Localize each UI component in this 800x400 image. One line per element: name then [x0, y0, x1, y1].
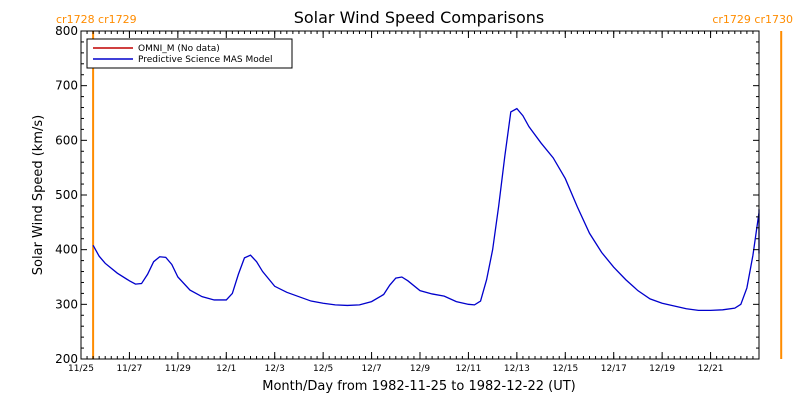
legend: OMNI_M (No data)Predictive Science MAS M…	[86, 38, 293, 69]
plot-area	[92, 31, 783, 359]
x-tick-label: 12/21	[698, 364, 724, 374]
x-tick-label: 12/11	[455, 364, 481, 374]
x-tick-label: 12/17	[601, 364, 627, 374]
x-tick-label: 12/1	[216, 364, 236, 374]
y-tick-label: 500	[55, 188, 78, 202]
legend-entry-label: Predictive Science MAS Model	[138, 55, 273, 65]
chart-title: Solar Wind Speed Comparisons	[294, 8, 545, 27]
x-tick-label: 12/15	[552, 364, 578, 374]
y-axis-label: Solar Wind Speed (km/s)	[31, 115, 46, 275]
y-tick-label: 400	[55, 243, 78, 257]
x-tick-label: 12/13	[504, 364, 530, 374]
x-tick-label: 12/19	[649, 364, 675, 374]
carrington-label-left: cr1728 cr1729	[56, 13, 137, 26]
y-tick-label: 600	[55, 133, 78, 147]
y-tick-label: 300	[55, 297, 78, 311]
x-axis: 11/25 11/27 11/29 12/1 12/3 12/5 12/7 12/9 12/11…	[68, 31, 760, 374]
x-tick-label: 11/29	[165, 364, 191, 374]
plot-frame	[80, 30, 760, 360]
x-tick-label: 11/25	[68, 364, 94, 374]
y-tick-label: 800	[55, 24, 78, 38]
x-tick-label: 12/9	[410, 364, 430, 374]
series-line-mas-model	[92, 107, 760, 311]
x-tick-label: 12/5	[313, 364, 333, 374]
y-axis: 200 300 400 500 600 700 800	[55, 24, 759, 366]
x-tick-label: 12/3	[265, 364, 285, 374]
y-tick-label: 700	[55, 79, 78, 93]
legend-entry-label: OMNI_M (No data)	[138, 44, 220, 54]
x-axis-label: Month/Day from 1982-11-25 to 1982-12-22 …	[262, 379, 575, 394]
carrington-label-right: cr1729 cr1730	[712, 13, 793, 26]
y-tick-label: 200	[55, 352, 78, 366]
x-tick-label: 12/7	[361, 364, 381, 374]
x-tick-label: 11/27	[116, 364, 142, 374]
legend-box	[86, 38, 293, 69]
